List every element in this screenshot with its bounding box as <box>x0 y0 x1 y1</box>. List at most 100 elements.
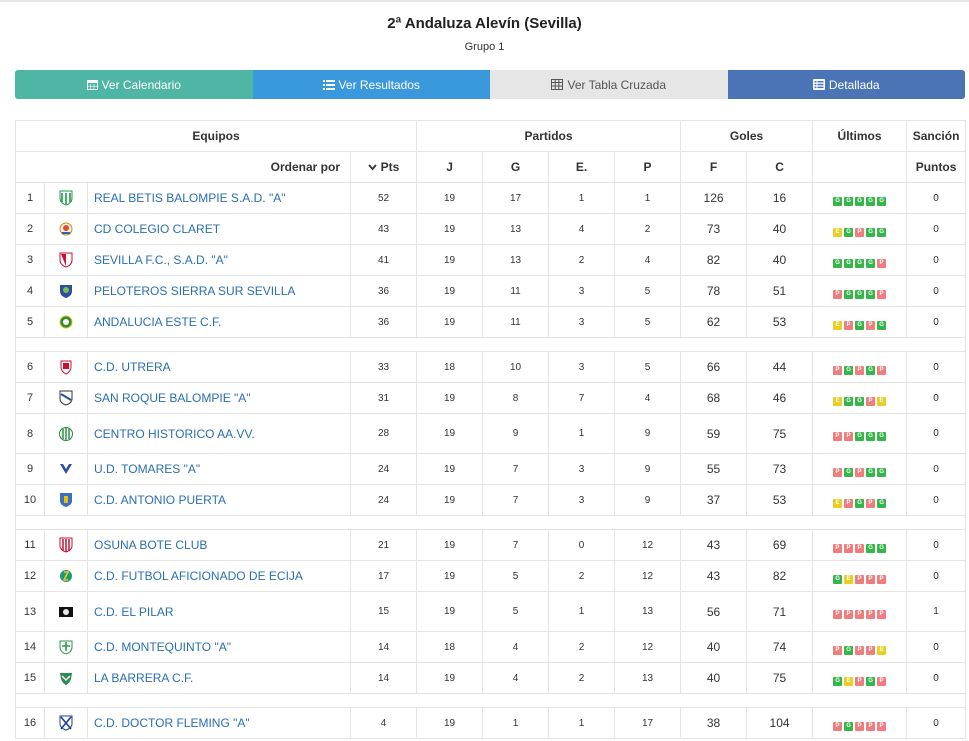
page-title: 2ª Andaluza Alevín (Sevilla) <box>387 15 582 32</box>
team-link[interactable]: U.D. TOMARES "A" <box>87 453 351 485</box>
goals-against-cell: 40 <box>746 213 814 245</box>
col-f: F <box>680 151 748 183</box>
drawn-cell: 4 <box>548 213 616 245</box>
goals-for-cell: 43 <box>680 560 748 592</box>
cross-table-button-label: Ver Tabla Cruzada <box>567 77 666 92</box>
team-link[interactable]: CENTRO HISTORICO AA.VV. <box>87 413 351 454</box>
lost-cell: 12 <box>614 631 682 663</box>
lost-cell: 9 <box>614 413 682 454</box>
form-draw-badge: E <box>877 396 887 406</box>
goals-against-cell: 104 <box>746 707 814 739</box>
drawn-cell: 1 <box>548 591 616 632</box>
form-loss-badge: P <box>866 320 876 330</box>
calendar-button[interactable]: Ver Calendario <box>15 70 253 99</box>
team-link[interactable]: C.D. MONTEQUINTO "A" <box>87 631 351 663</box>
crest-cell <box>44 351 88 383</box>
form-loss-badge: P <box>866 498 876 508</box>
form-loss-badge: P <box>866 645 876 655</box>
won-cell: 11 <box>482 275 550 307</box>
col-last <box>812 151 908 183</box>
goals-against-cell: 73 <box>746 453 814 485</box>
list-icon <box>322 79 335 90</box>
lost-cell: 5 <box>614 351 682 383</box>
team-crest-icon <box>59 715 73 731</box>
form-loss-badge: P <box>833 645 843 655</box>
position-cell: 11 <box>15 529 45 561</box>
matches-group-header: Partidos <box>416 120 682 152</box>
form-loss-badge: P <box>844 543 854 553</box>
team-link[interactable]: C.D. ANTONIO PUERTA <box>87 484 351 516</box>
cross-table-button[interactable]: Ver Tabla Cruzada <box>490 70 728 99</box>
crest-cell <box>44 707 88 739</box>
goals-against-cell: 82 <box>746 560 814 592</box>
team-link[interactable]: ANDALUCIA ESTE C.F. <box>87 306 351 338</box>
pts-cell: 14 <box>349 662 418 694</box>
form-win-badge: G <box>866 432 876 441</box>
pts-cell: 41 <box>349 244 418 276</box>
team-link[interactable]: OSUNA BOTE CLUB <box>87 529 351 561</box>
crest-cell <box>44 484 88 516</box>
form-loss-badge: P <box>844 432 854 441</box>
played-cell: 19 <box>416 382 484 414</box>
drawn-cell: 3 <box>548 351 616 383</box>
form-loss-badge: P <box>866 610 876 619</box>
won-cell: 1 <box>482 707 550 739</box>
lost-cell: 9 <box>614 484 682 516</box>
team-link[interactable]: PELOTEROS SIERRA SUR SEVILLA <box>87 275 351 307</box>
form-win-badge: G <box>866 196 876 206</box>
goals-for-cell: 62 <box>680 306 748 338</box>
lost-cell: 9 <box>614 453 682 485</box>
sanction-cell: 0 <box>906 707 967 739</box>
form-win-badge: G <box>877 196 887 206</box>
form-win-badge: G <box>844 289 854 299</box>
lost-cell: 4 <box>614 244 682 276</box>
team-link[interactable]: C.D. FUTBOL AFICIONADO DE ECIJA <box>87 560 351 592</box>
team-link[interactable]: SAN ROQUE BALOMPIE "A" <box>87 382 351 414</box>
team-link[interactable]: SEVILLA F.C., S.A.D. "A" <box>87 244 351 276</box>
goals-for-cell: 43 <box>680 529 748 561</box>
pts-sort-header[interactable]: Pts <box>349 151 418 183</box>
goals-against-cell: 53 <box>746 306 814 338</box>
form-win-badge: G <box>866 543 876 553</box>
played-cell: 19 <box>416 275 484 307</box>
team-link[interactable]: CD COLEGIO CLARET <box>87 213 351 245</box>
drawn-cell: 3 <box>548 453 616 485</box>
position-cell: 10 <box>15 484 45 516</box>
drawn-cell: 2 <box>548 631 616 663</box>
won-cell: 4 <box>482 662 550 694</box>
won-cell: 8 <box>482 382 550 414</box>
played-cell: 19 <box>416 707 484 739</box>
goals-for-cell: 55 <box>680 453 748 485</box>
pts-cell: 31 <box>349 382 418 414</box>
table-row: 15 LA BARRERA C.F. 14 19 4 2 13 40 75 G E P G P 0 <box>15 662 967 694</box>
sanction-cell: 1 <box>906 591 967 632</box>
table-row: 16 C.D. DOCTOR FLEMING "A" 4 19 1 1 17 38 104 P G P… <box>15 707 967 739</box>
played-cell: 18 <box>416 631 484 663</box>
team-link[interactable]: REAL BETIS BALOMPIE S.A.D. "A" <box>87 182 351 214</box>
crest-cell <box>44 591 88 632</box>
form-win-badge: G <box>833 258 843 268</box>
team-link[interactable]: C.D. EL PILAR <box>87 591 351 632</box>
sanction-cell: 0 <box>906 306 967 338</box>
zone-separator-row <box>14 515 967 530</box>
position-cell: 15 <box>15 662 45 694</box>
zone-separator <box>14 693 967 708</box>
results-button[interactable]: Ver Resultados <box>252 70 490 99</box>
team-link[interactable]: LA BARRERA C.F. <box>87 662 351 694</box>
form-loss-badge: P <box>866 396 876 406</box>
form-win-badge: G <box>855 258 865 268</box>
team-crest-icon <box>59 252 73 268</box>
team-link[interactable]: C.D. DOCTOR FLEMING "A" <box>87 707 351 739</box>
form-draw-badge: E <box>844 574 854 584</box>
detailed-button[interactable]: Detallada <box>727 70 965 99</box>
detailed-button-label: Detallada <box>828 77 880 92</box>
lost-cell: 5 <box>614 306 682 338</box>
won-cell: 9 <box>482 413 550 454</box>
pts-cell: 21 <box>349 529 418 561</box>
drawn-cell: 1 <box>548 413 616 454</box>
team-link[interactable]: C.D. UTRERA <box>87 351 351 383</box>
won-cell: 13 <box>482 213 550 245</box>
